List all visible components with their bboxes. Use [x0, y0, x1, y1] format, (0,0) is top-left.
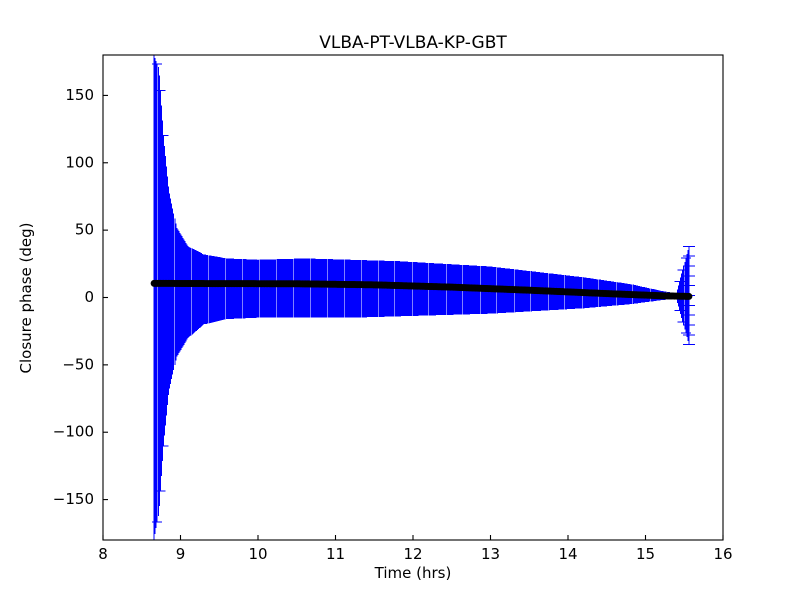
y-tick-label: −150 [53, 490, 94, 508]
y-tick-label: 0 [84, 288, 94, 306]
y-tick-label: 50 [75, 221, 94, 239]
x-tick-label: 16 [713, 545, 732, 563]
data-point [685, 292, 693, 300]
y-tick-label: 100 [65, 153, 94, 171]
x-tick-label: 8 [98, 545, 108, 563]
x-tick-label: 10 [248, 545, 267, 563]
y-tick-label: −100 [53, 423, 94, 441]
x-axis-ticks: 8 9 10 11 12 13 14 15 16 [98, 535, 733, 563]
x-axis-label: Time (hrs) [374, 564, 452, 582]
data-point-series [150, 279, 693, 300]
x-tick-label: 9 [176, 545, 186, 563]
page-title: VLBA-PT-VLBA-KP-GBT [319, 33, 507, 53]
x-tick-label: 15 [636, 545, 655, 563]
y-axis-label: Closure phase (deg) [17, 223, 35, 374]
y-tick-label: −50 [62, 355, 94, 373]
x-tick-label: 12 [403, 545, 422, 563]
x-tick-label: 13 [481, 545, 500, 563]
x-tick-label: 14 [558, 545, 577, 563]
x-tick-label: 11 [326, 545, 345, 563]
y-tick-label: 150 [65, 86, 94, 104]
y-axis-ticks: −150 −100 −50 0 50 100 150 [53, 86, 108, 508]
errorbar-series [149, 54, 695, 541]
